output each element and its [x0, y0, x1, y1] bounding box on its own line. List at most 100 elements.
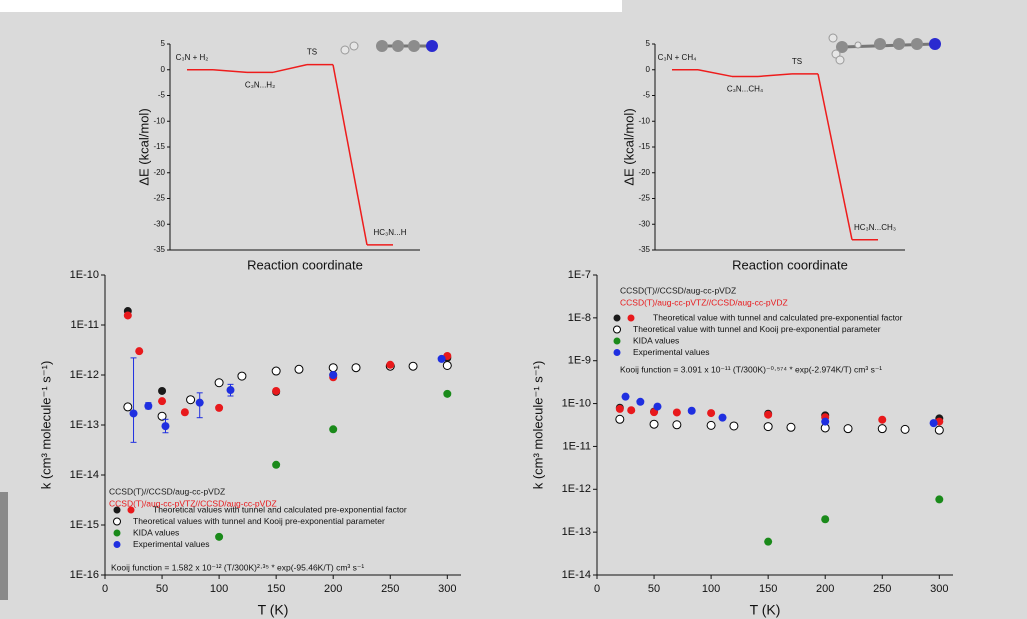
y-tick-label: 0 [161, 65, 166, 74]
legend-marker [114, 507, 121, 514]
legend-label: Experimental values [633, 347, 710, 357]
y-axis-label: k (cm³ molecule⁻¹ s⁻¹) [530, 361, 545, 490]
data-point [295, 365, 303, 373]
data-point [409, 362, 417, 370]
y-axis-label: k (cm³ molecule⁻¹ s⁻¹) [38, 361, 53, 490]
legend-label: Theoretical value with tunnel and calcul… [653, 312, 903, 322]
y-tick-label: -20 [153, 168, 165, 177]
figure: 50-5-10-15-20-25-30-35ΔE (kcal/mol)React… [0, 0, 1027, 619]
legend-marker [128, 507, 135, 514]
legend-marker [114, 541, 121, 548]
x-tick-label: 150 [267, 583, 285, 595]
data-point [719, 414, 727, 422]
x-tick-label: 50 [156, 583, 168, 595]
x-tick-label: 300 [438, 583, 456, 595]
x-tick-label: 100 [702, 583, 720, 595]
y-tick-label: -5 [643, 91, 651, 100]
y-tick-label: 1E-13 [562, 526, 591, 538]
data-point [135, 347, 143, 355]
data-point [124, 311, 132, 319]
y-tick-label: 1E-14 [562, 569, 591, 581]
y-tick-label: 1E-10 [562, 397, 591, 409]
x-tick-label: 0 [102, 583, 108, 595]
legend-label: Theoretical value with tunnel and Kooij … [633, 324, 881, 334]
data-point [227, 386, 235, 394]
state-label: TS [792, 57, 802, 66]
data-point [878, 425, 886, 433]
y-tick-label: -25 [638, 194, 650, 203]
data-point [329, 364, 337, 372]
data-point [673, 421, 681, 429]
data-point [764, 423, 772, 431]
y-tick-label: -5 [158, 91, 166, 100]
data-point [238, 372, 246, 380]
x-axis-label: T (K) [750, 602, 781, 618]
data-point [821, 515, 829, 523]
x-axis-label: T (K) [258, 602, 289, 618]
legend-marker [614, 315, 621, 322]
data-point [329, 425, 337, 433]
y-tick-label: -15 [638, 142, 650, 151]
method-label: CCSD(T)/aug-cc-pVTZ//CCSD/aug-cc-pVDZ [620, 297, 788, 307]
data-point [844, 425, 852, 433]
data-point [901, 425, 909, 433]
y-tick-label: -20 [638, 168, 650, 177]
data-point [438, 355, 446, 363]
data-point [616, 415, 624, 423]
x-tick-label: 100 [210, 583, 228, 595]
data-point [878, 416, 886, 424]
data-point [196, 399, 204, 407]
data-point [616, 405, 624, 413]
data-point [650, 420, 658, 428]
x-axis-label: Reaction coordinate [247, 257, 363, 272]
state-label: C₃N + CH₄ [658, 53, 697, 62]
x-tick-label: 200 [816, 583, 834, 595]
y-tick-label: 1E-12 [562, 483, 591, 495]
y-tick-label: 5 [646, 39, 651, 48]
x-tick-label: 250 [381, 583, 399, 595]
y-tick-label: 1E-10 [70, 269, 99, 281]
legend-marker [614, 349, 621, 356]
annotation: Kooij function = 1.582 x 10⁻¹² (T/300K)²… [111, 562, 364, 572]
state-label: HC₃N...CH₃ [854, 223, 896, 232]
y-axis-label: ΔE (kcal/mol) [621, 108, 636, 185]
data-point [124, 403, 132, 411]
data-point [636, 398, 644, 406]
x-tick-label: 300 [930, 583, 948, 595]
y-tick-label: 0 [646, 65, 651, 74]
annotation: Kooij function = 3.091 x 10⁻¹¹ (T/300K)⁻… [620, 364, 882, 374]
x-tick-label: 250 [873, 583, 891, 595]
state-label: C₃N...H₂ [245, 80, 275, 89]
data-point [187, 396, 195, 404]
data-point [352, 364, 360, 372]
y-tick-label: 1E-7 [568, 269, 591, 281]
x-tick-label: 200 [324, 583, 342, 595]
data-point [730, 422, 738, 430]
data-point [930, 419, 938, 427]
data-point [821, 418, 829, 426]
x-tick-label: 150 [759, 583, 777, 595]
data-point [787, 423, 795, 431]
data-point [158, 387, 166, 395]
y-tick-label: -35 [638, 245, 650, 254]
y-tick-label: 1E-11 [562, 440, 591, 452]
data-point [130, 409, 138, 417]
side-bar [0, 492, 8, 600]
data-point [272, 461, 280, 469]
state-label: C₃N...CH₄ [727, 85, 763, 94]
legend-label: Experimental values [133, 539, 210, 549]
method-label: CCSD(T)//CCSD/aug-cc-pVDZ [109, 486, 225, 496]
y-tick-label: -30 [638, 219, 650, 228]
x-tick-label: 0 [594, 583, 600, 595]
state-label: C₃N + H₂ [176, 53, 209, 62]
data-point [673, 408, 681, 416]
y-tick-label: 1E-14 [70, 469, 99, 481]
y-axis-label: ΔE (kcal/mol) [136, 108, 151, 185]
y-tick-label: 1E-12 [70, 369, 99, 381]
state-label: HC₃N...H [373, 228, 406, 237]
data-point [443, 390, 451, 398]
x-tick-label: 50 [648, 583, 660, 595]
y-tick-label: -10 [638, 116, 650, 125]
data-point [935, 426, 943, 434]
y-tick-label: -30 [153, 219, 165, 228]
